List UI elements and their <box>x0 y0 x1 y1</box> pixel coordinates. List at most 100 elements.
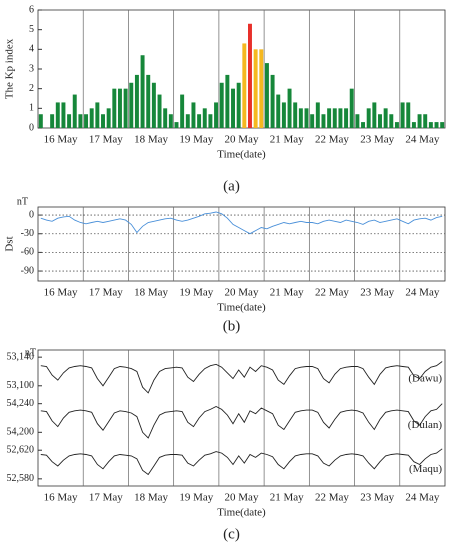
caption: (a) <box>223 178 240 194</box>
bar <box>61 102 66 128</box>
y-tick-label: 54,240 <box>7 398 35 409</box>
x-tick-label: 18 May <box>134 287 168 299</box>
y-tick-label: 54,200 <box>7 427 35 438</box>
bar <box>140 55 145 128</box>
bar <box>157 94 162 128</box>
x-tick-label: 23 May <box>360 134 394 146</box>
bar <box>276 94 281 128</box>
bar <box>55 102 60 128</box>
bar <box>411 122 416 128</box>
bar <box>146 74 151 128</box>
bar <box>185 114 190 128</box>
bar <box>389 114 394 128</box>
x-tick-label: 22 May <box>315 492 349 504</box>
y-tick-label: 53,140 <box>7 351 35 362</box>
bar <box>349 88 354 128</box>
x-tick-label: 17 May <box>89 492 123 504</box>
x-axis-label: Time(date) <box>217 149 266 161</box>
unit-label: nT <box>17 196 28 207</box>
x-tick-label: 20 May <box>225 134 259 146</box>
plot-frame <box>37 349 446 487</box>
bar <box>236 82 241 128</box>
bar <box>106 108 111 128</box>
bar <box>78 114 83 128</box>
caption: (b) <box>223 318 241 334</box>
y-axis-label: Dst <box>4 236 16 251</box>
bar <box>321 114 326 128</box>
bar <box>72 94 77 128</box>
bar <box>180 94 185 128</box>
x-tick-label: 20 May <box>225 492 259 504</box>
x-tick-label: 23 May <box>360 287 394 299</box>
bar <box>378 114 382 128</box>
y-tick-label: -90 <box>21 265 34 276</box>
x-axis-label: Time(date) <box>217 507 266 519</box>
bar <box>298 108 303 128</box>
bar <box>163 108 168 128</box>
y-tick-label: 52,620 <box>7 445 35 456</box>
bar <box>355 114 360 128</box>
bar <box>406 102 411 128</box>
y-tick-label: 53,100 <box>7 380 35 391</box>
bar <box>95 102 100 128</box>
caption: (c) <box>223 526 240 542</box>
bar <box>423 114 428 128</box>
x-tick-label: 18 May <box>134 134 168 146</box>
bar <box>202 108 207 128</box>
bar <box>89 108 94 128</box>
station-label: (Dulan) <box>408 419 443 431</box>
bar <box>315 102 320 128</box>
x-tick-label: 22 May <box>315 287 349 299</box>
y-tick-label: 4 <box>29 44 34 55</box>
bar <box>270 74 275 128</box>
x-tick-label: 17 May <box>89 287 123 299</box>
x-tick-label: 20 May <box>225 287 259 299</box>
bar <box>327 108 332 128</box>
bar <box>366 108 371 128</box>
x-tick-label: 21 May <box>270 134 304 146</box>
bar <box>338 108 343 128</box>
x-tick-label: 16 May <box>44 287 78 299</box>
x-axis-label: Time(date) <box>217 302 266 314</box>
x-tick-label: 19 May <box>179 134 213 146</box>
x-tick-label: 24 May <box>405 492 439 504</box>
bar <box>231 88 235 128</box>
bar <box>440 122 445 128</box>
unit-label: nT <box>25 347 36 358</box>
bar <box>174 122 179 128</box>
bar <box>117 88 122 128</box>
data-line <box>40 448 443 476</box>
bar <box>101 114 105 128</box>
x-tick-label: 23 May <box>360 492 394 504</box>
bar <box>259 49 264 129</box>
y-tick-label: 5 <box>29 24 34 35</box>
bar <box>38 114 43 128</box>
y-tick-label: 1 <box>29 103 34 114</box>
bar <box>394 122 399 128</box>
bar <box>112 88 117 128</box>
y-tick-label: 52,580 <box>7 473 35 484</box>
x-tick-label: 24 May <box>405 287 439 299</box>
x-tick-label: 19 May <box>179 287 213 299</box>
bar <box>67 114 72 128</box>
bar <box>242 43 247 128</box>
station-label: (Maqu) <box>409 463 442 475</box>
bar <box>310 114 315 128</box>
x-tick-label: 16 May <box>44 492 78 504</box>
data-line <box>40 361 443 394</box>
bar <box>151 82 156 128</box>
y-axis-label: The Kp index <box>4 38 16 99</box>
x-tick-label: 24 May <box>405 134 439 146</box>
bar <box>332 108 337 128</box>
plot-frame <box>37 206 446 282</box>
y-tick-label: 0 <box>29 209 34 220</box>
bar <box>84 114 89 128</box>
bar <box>253 49 258 129</box>
x-tick-label: 22 May <box>315 134 349 146</box>
bar <box>225 74 230 128</box>
bar <box>417 114 422 128</box>
bar <box>428 122 433 128</box>
bar <box>123 88 128 128</box>
bar <box>50 114 55 128</box>
